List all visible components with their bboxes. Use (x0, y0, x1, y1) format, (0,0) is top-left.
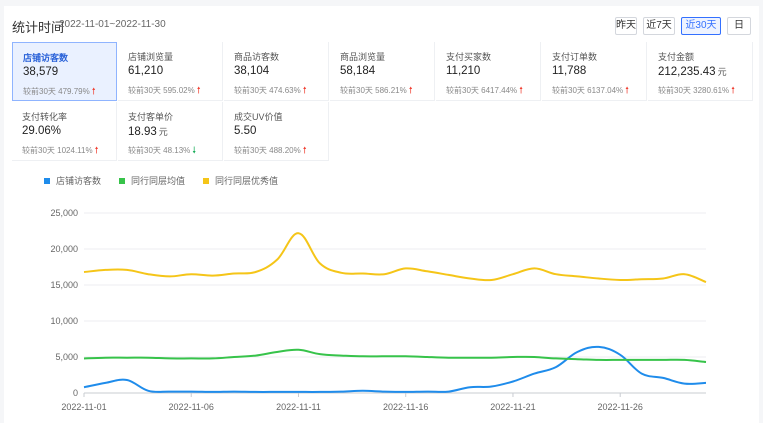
date-range-text: 2022-11-01~2022-11-30 (59, 19, 166, 30)
y-tick-label: 20,000 (50, 244, 78, 254)
legend-label: 同行同层优秀值 (215, 176, 279, 186)
legend-swatch-icon (119, 177, 126, 184)
metric-compare: 较前30天 6137.04% 🠕 (552, 85, 630, 95)
metric-card-uv-value[interactable]: 成交UV价值 5.50 较前30天 488.20% 🠕 (224, 102, 329, 161)
legend-label: 同行同层均值 (131, 176, 186, 186)
y-tick-label: 15,000 (50, 280, 78, 290)
metric-compare: 较前30天 595.02% 🠕 (128, 85, 201, 95)
metric-card-paying-buyers[interactable]: 支付买家数 11,210 较前30天 6417.44% 🠕 (436, 42, 541, 101)
arrow-up-icon: 🠕 (196, 85, 201, 95)
x-tick-label: 2022-11-06 (169, 402, 214, 412)
arrow-up-icon: 🠕 (519, 85, 524, 95)
arrow-up-icon: 🠕 (625, 85, 630, 95)
period-day-button[interactable]: 日 (727, 17, 751, 35)
x-tick-label: 2022-11-11 (276, 402, 321, 412)
chart-legend: 店铺访客数 同行同层均值 同行同层优秀值 (44, 174, 278, 187)
metric-card-store-visitors[interactable]: 店铺访客数 38,579 较前30天 479.79% 🠕 (12, 42, 117, 101)
arrow-up-icon: 🠕 (302, 145, 307, 155)
metric-card-product-pageviews[interactable]: 商品浏览量 58,184 较前30天 586.21% 🠕 (330, 42, 435, 101)
metric-label: 成交UV价值 (234, 112, 283, 122)
metric-label: 支付订单数 (552, 52, 598, 62)
arrow-up-icon: 🠕 (302, 85, 307, 95)
metric-label: 商品访客数 (234, 52, 280, 62)
metric-compare: 较前30天 48.13% 🠗 (128, 145, 197, 155)
traffic-stats-panel: 统计时间 2022-11-01~2022-11-30 昨天 近7天 近30天 日… (4, 6, 759, 423)
x-tick-label: 2022-11-21 (490, 402, 535, 412)
metric-card-store-pageviews[interactable]: 店铺浏览量 61,210 较前30天 595.02% 🠕 (118, 42, 223, 101)
period-yesterday-button[interactable]: 昨天 (615, 17, 637, 35)
arrow-up-icon: 🠕 (408, 85, 413, 95)
metric-value: 212,235.43 元 (658, 66, 727, 78)
x-tick-label: 2022-11-16 (383, 402, 428, 412)
metric-compare: 较前30天 479.79% 🠕 (23, 86, 96, 96)
metric-value: 58,184 (340, 65, 376, 77)
legend-item-peer-average[interactable]: 同行同层均值 (119, 174, 185, 187)
trend-line-chart: 0 5,000 10,000 15,000 20,000 25,000 2022-11-01… (50, 208, 707, 412)
metric-value: 61,210 (128, 65, 164, 77)
metric-value: 29.06% (22, 125, 62, 137)
y-tick-label: 0 (73, 388, 78, 398)
stats-header: 统计时间 2022-11-01~2022-11-30 昨天 近7天 近30天 日 (4, 6, 759, 40)
metric-compare: 较前30天 1024.11% 🠕 (22, 145, 99, 155)
arrow-up-icon: 🠕 (731, 85, 736, 95)
metric-card-conversion-rate[interactable]: 支付转化率 29.06% 较前30天 1024.11% 🠕 (12, 102, 117, 161)
arrow-up-icon: 🠕 (91, 86, 96, 96)
metric-compare: 较前30天 6417.44% 🠕 (446, 85, 524, 95)
period-button-group: 昨天 近7天 近30天 日 (615, 17, 751, 35)
metric-value: 38,104 (234, 65, 270, 77)
arrow-up-icon: 🠕 (94, 145, 99, 155)
period-7days-button[interactable]: 近7天 (643, 17, 675, 35)
metric-value: 18.93 元 (128, 126, 168, 138)
metric-compare: 较前30天 3280.61% 🠕 (658, 85, 736, 95)
metric-value: 11,210 (446, 65, 481, 77)
legend-swatch-icon (44, 177, 50, 184)
metric-label: 商品浏览量 (340, 52, 386, 62)
legend-item-peer-excellent[interactable]: 同行同层优秀值 (203, 174, 278, 187)
metric-card-avg-order-value[interactable]: 支付客单价 18.93 元 较前30天 48.13% 🠗 (118, 102, 223, 161)
y-tick-label: 25,000 (50, 208, 78, 218)
metric-compare: 较前30天 488.20% 🠕 (234, 145, 307, 155)
y-tick-label: 10,000 (50, 316, 78, 326)
metrics-grid: 店铺访客数 38,579 较前30天 479.79% 🠕 店铺浏览量 61,210… (12, 42, 756, 161)
arrow-down-icon: 🠗 (192, 145, 197, 155)
period-30days-button[interactable]: 近30天 (681, 17, 721, 35)
x-tick-label: 2022-11-26 (598, 402, 643, 412)
series-line-store-visitors[interactable] (83, 345, 707, 393)
series-line-peer-excellent[interactable] (83, 232, 707, 284)
metric-compare: 较前30天 474.63% 🠕 (234, 85, 307, 95)
metric-label: 支付转化率 (22, 112, 68, 122)
series-line-peer-average[interactable] (83, 348, 707, 363)
metric-label: 支付买家数 (446, 52, 492, 62)
metric-value: 11,788 (552, 65, 587, 77)
metric-compare: 较前30天 586.21% 🠕 (340, 85, 413, 95)
y-tick-label: 5,000 (55, 352, 78, 362)
metric-card-payment-amount[interactable]: 支付金额 212,235.43 元 较前30天 3280.61% 🠕 (648, 42, 753, 101)
metric-label: 店铺访客数 (23, 53, 69, 63)
legend-item-store-visitors[interactable]: 店铺访客数 (44, 174, 101, 187)
metric-label: 支付金额 (658, 52, 695, 62)
metric-value: 38,579 (23, 66, 59, 78)
metric-label: 支付客单价 (128, 112, 174, 122)
metric-card-paid-orders[interactable]: 支付订单数 11,788 较前30天 6137.04% 🠕 (542, 42, 647, 101)
x-tick-label: 2022-11-01 (61, 402, 106, 412)
metric-value: 5.50 (234, 125, 257, 137)
stats-title: 统计时间 (12, 20, 65, 35)
metric-card-product-visitors[interactable]: 商品访客数 38,104 较前30天 474.63% 🠕 (224, 42, 329, 101)
legend-swatch-icon (203, 177, 210, 184)
metric-label: 店铺浏览量 (128, 52, 174, 62)
legend-label: 店铺访客数 (56, 176, 102, 186)
